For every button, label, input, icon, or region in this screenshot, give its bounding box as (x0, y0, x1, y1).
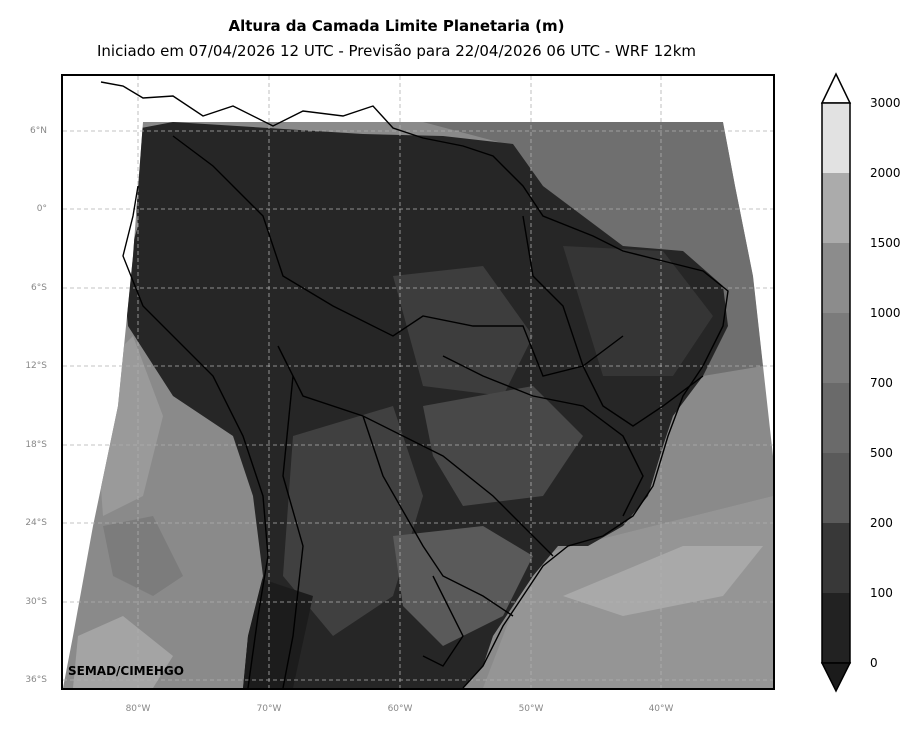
colorbar-bin-1 (822, 173, 850, 243)
colorbar-label-1500: 1500 (870, 236, 901, 250)
border-states-ne (522, 215, 704, 427)
lat-label-12s: 12°S (25, 361, 47, 371)
field-pacific-south (73, 616, 173, 688)
coastline-pacific (122, 185, 269, 688)
border-paraguay (362, 415, 514, 617)
colorbar-label-1000: 1000 (870, 306, 901, 320)
lat-label-18s: 18°S (25, 440, 47, 450)
colorbar-label-100: 100 (870, 586, 893, 600)
colorbar-bin-3 (822, 313, 850, 383)
colorbar-label-3000: 3000 (870, 96, 901, 110)
colorbar-label-700: 700 (870, 376, 893, 390)
lat-label-0: 0° (36, 204, 47, 214)
border-states-mid (442, 355, 644, 517)
map-subtitle: Iniciado em 07/04/2026 12 UTC - Previsão… (96, 42, 697, 60)
land-northeast-patch (563, 246, 713, 376)
lon-label-70w: 70°W (256, 704, 282, 714)
border-andes (282, 375, 304, 688)
graticule (63, 76, 773, 688)
colorbar-bin-0 (822, 103, 850, 173)
field-pacific-mid (103, 516, 183, 596)
map-canvas (63, 76, 773, 688)
lat-label-24s: 24°S (25, 518, 47, 528)
land-chaco-patch (283, 406, 423, 636)
pblh-field (63, 122, 773, 688)
colorbar-bin-2 (822, 243, 850, 313)
border-north (172, 135, 624, 377)
colorbar (816, 70, 856, 698)
agency-watermark: SEMAD/CIMEHGO (68, 664, 184, 678)
lat-label-6n: 6°N (30, 126, 47, 136)
field-high-patch-1 (563, 546, 763, 616)
colorbar-graphic (820, 72, 852, 693)
border-uruguay (422, 575, 464, 667)
map-title: Altura da Camada Limite Planetaria (m) (228, 17, 565, 35)
colorbar-bin-4 (822, 383, 850, 453)
country-borders (100, 81, 729, 688)
lat-label-36s: 36°S (25, 675, 47, 685)
colorbar-bin-6 (822, 523, 850, 593)
lon-label-80w: 80°W (125, 704, 151, 714)
colorbar-bin-5 (822, 453, 850, 523)
lat-label-30s: 30°S (25, 597, 47, 607)
lon-label-50w: 50°W (518, 704, 544, 714)
colorbar-over-triangle (820, 72, 852, 104)
colorbar-label-200: 200 (870, 516, 893, 530)
border-central (277, 345, 554, 557)
map-panel[interactable] (61, 74, 775, 690)
colorbar-label-0: 0 (870, 656, 878, 670)
lat-label-6s: 6°S (31, 283, 47, 293)
land-central-patch (393, 266, 533, 396)
colorbar-label-2000: 2000 (870, 166, 901, 180)
colorbar-label-500: 500 (870, 446, 893, 460)
lon-label-40w: 40°W (648, 704, 674, 714)
colorbar-bins (821, 102, 851, 664)
land-plateau-patch (423, 386, 583, 506)
colorbar-bin-7 (822, 593, 850, 663)
coastline-atlantic (100, 81, 729, 688)
lon-label-60w: 60°W (387, 704, 413, 714)
colorbar-under-triangle (820, 662, 852, 693)
